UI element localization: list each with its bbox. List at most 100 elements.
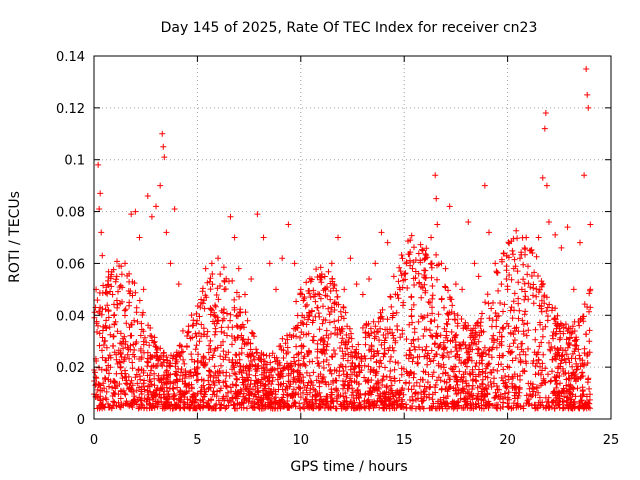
data-point — [587, 221, 594, 228]
data-point — [542, 110, 549, 117]
data-point — [341, 286, 348, 293]
data-point — [140, 286, 147, 293]
data-point — [347, 255, 354, 262]
data-point — [432, 172, 439, 179]
data-point — [128, 211, 135, 218]
x-tick-label: 10 — [293, 433, 310, 448]
data-point — [167, 260, 174, 267]
y-tick-label: 0.14 — [56, 50, 85, 65]
data-point — [581, 172, 588, 179]
data-point — [564, 224, 571, 231]
data-point — [492, 260, 499, 267]
data-point — [97, 190, 104, 197]
y-tick-label: 0.12 — [56, 102, 85, 117]
data-point — [434, 221, 441, 228]
data-point — [545, 218, 552, 225]
background-scatter — [91, 227, 594, 412]
data-point — [241, 291, 248, 298]
data-point — [122, 260, 129, 267]
data-point — [485, 229, 492, 236]
data-point — [163, 229, 170, 236]
data-point — [438, 260, 445, 267]
data-point — [366, 275, 373, 282]
data-point — [570, 286, 577, 293]
data-point — [254, 211, 261, 218]
data-point — [328, 260, 335, 267]
y-tick-label: 0.06 — [56, 257, 85, 272]
data-point — [235, 265, 242, 272]
y-ticks: 0 0.02 0.04 0.06 0.08 0.1 0.12 0.14 — [56, 50, 611, 428]
data-point — [148, 213, 155, 220]
y-tick-label: 0 — [77, 413, 85, 428]
data-point — [576, 239, 583, 246]
data-point — [459, 286, 466, 293]
data-point — [136, 234, 143, 241]
data-point — [184, 333, 191, 340]
data-point — [552, 231, 559, 238]
y-tick-label: 0.04 — [56, 309, 85, 324]
x-tick-label: 5 — [193, 433, 201, 448]
data-point — [378, 229, 385, 236]
data-point — [543, 182, 550, 189]
data-point — [397, 286, 404, 293]
data-point — [192, 369, 199, 376]
y-axis-label: ROTI / TECUs — [7, 191, 23, 283]
data-point — [231, 234, 238, 241]
x-ticks: 0 5 10 15 20 25 — [90, 56, 619, 448]
dense-point-cloud — [91, 227, 594, 412]
data-point — [353, 281, 360, 288]
data-point — [196, 338, 203, 345]
data-point — [390, 273, 397, 280]
data-point — [113, 273, 120, 280]
data-point — [92, 369, 99, 376]
data-point — [175, 281, 182, 288]
data-point — [584, 91, 591, 98]
data-point — [153, 203, 160, 210]
data-point — [157, 182, 164, 189]
data-point — [409, 265, 416, 272]
data-point — [498, 281, 505, 288]
data-point — [221, 286, 228, 293]
data-point — [161, 154, 168, 161]
data-point — [285, 221, 292, 228]
data-point — [215, 255, 222, 262]
plot-frame — [93, 55, 612, 420]
data-point — [359, 291, 366, 298]
data-point — [465, 218, 472, 225]
data-point — [585, 104, 592, 111]
data-point — [415, 270, 422, 277]
data-point — [403, 260, 410, 267]
data-point — [117, 330, 124, 337]
data-point — [428, 234, 435, 241]
data-points — [92, 65, 594, 376]
data-point — [310, 317, 317, 324]
x-tick-label: 25 — [603, 433, 620, 448]
data-point — [98, 229, 105, 236]
data-point — [179, 327, 186, 334]
data-point — [335, 234, 342, 241]
data-point — [95, 161, 102, 168]
data-point — [481, 182, 488, 189]
data-point — [266, 260, 273, 267]
data-point — [279, 255, 286, 262]
data-point — [260, 234, 267, 241]
data-point — [160, 143, 167, 150]
x-tick-label: 15 — [396, 433, 413, 448]
y-tick-label: 0.1 — [64, 154, 85, 169]
data-point — [539, 174, 546, 181]
x-tick-label: 0 — [90, 433, 98, 448]
data-point — [504, 286, 511, 293]
data-point — [272, 286, 279, 293]
data-point — [529, 250, 536, 257]
data-point — [322, 286, 329, 293]
x-axis-label: GPS time / hours — [290, 459, 407, 475]
data-point — [510, 265, 517, 272]
data-point — [188, 351, 195, 358]
data-point — [304, 301, 311, 308]
data-point — [99, 252, 106, 259]
data-point — [248, 275, 255, 282]
data-point — [421, 255, 428, 262]
data-point — [586, 338, 593, 345]
y-tick-label: 0.08 — [56, 206, 85, 221]
